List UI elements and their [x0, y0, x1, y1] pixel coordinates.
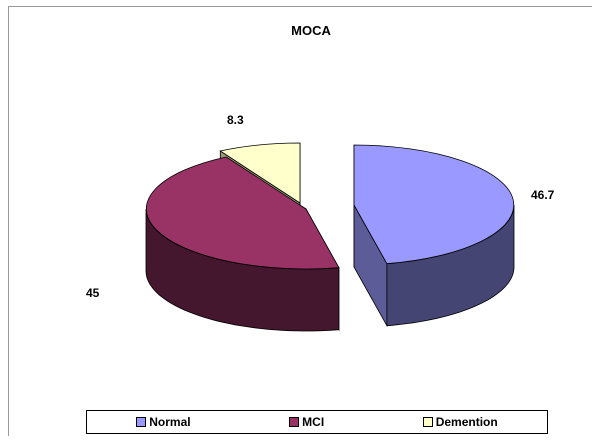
slice-top-mci — [145, 156, 340, 270]
data-label-normal: 46.7 — [531, 188, 555, 202]
pie-slices — [145, 142, 515, 332]
data-label-mci: 45 — [86, 286, 100, 300]
legend-label-demention: Demention — [435, 415, 498, 429]
legend: Normal MCI Demention — [86, 410, 548, 434]
legend-swatch-demention — [422, 417, 433, 427]
legend-label-normal: Normal — [149, 415, 191, 429]
legend-swatch-mci — [289, 417, 300, 427]
legend-entry-demention: Demention — [422, 415, 498, 429]
slice-top-demention — [219, 142, 301, 204]
chart-title: MOCA — [291, 23, 331, 38]
data-labels: 46.7 45 8.3 — [86, 113, 555, 300]
legend-swatch-normal — [136, 417, 147, 427]
legend-entry-mci: MCI — [289, 415, 324, 429]
slice-top-normal — [353, 144, 515, 265]
legend-entry-normal: Normal — [136, 415, 191, 429]
legend-label-mci: MCI — [302, 415, 325, 429]
data-label-demention: 8.3 — [227, 113, 244, 127]
